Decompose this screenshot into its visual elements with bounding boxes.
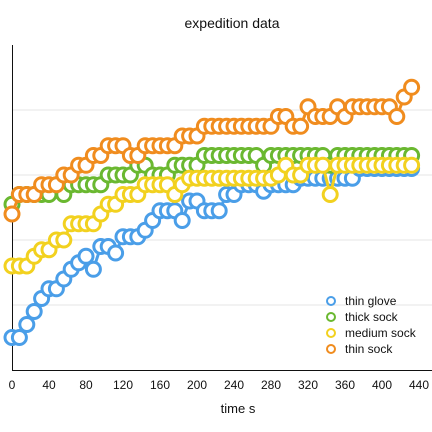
x-tick-label: 280 [261, 378, 281, 392]
data-point [10, 329, 28, 346]
data-point [77, 247, 95, 265]
data-point [403, 78, 421, 96]
data-point [321, 186, 339, 203]
x-tick-label: 80 [79, 378, 93, 392]
data-point [403, 156, 421, 174]
data-point [55, 231, 73, 249]
legend-marker [326, 344, 336, 354]
x-tick-label: 160 [150, 378, 170, 392]
legend-label: thick sock [345, 310, 399, 324]
x-axis-label: time s [221, 401, 256, 416]
legend-marker [326, 312, 336, 322]
data-point [210, 202, 228, 220]
data-point [25, 303, 43, 320]
data-point [292, 117, 310, 135]
legend-marker [326, 328, 336, 338]
x-tick-label: 40 [42, 378, 56, 392]
chart-title: expedition data [185, 15, 280, 31]
legend-label: thin sock [345, 342, 393, 356]
data-point [3, 205, 21, 223]
series-thin-sock [3, 78, 421, 223]
x-tick-label: 200 [187, 378, 207, 392]
data-point [388, 108, 406, 125]
x-tick-label: 440 [409, 378, 429, 392]
x-tick-label: 0 [9, 378, 16, 392]
legend-label: medium sock [345, 326, 417, 340]
legend-marker [326, 296, 336, 306]
x-tick-labels: 0 40 80 120 160 200 240 280 320 360 400 440 [9, 378, 430, 392]
x-tick-label: 120 [113, 378, 133, 392]
data-point [314, 156, 332, 174]
x-tick-label: 360 [335, 378, 355, 392]
legend-label: thin glove [345, 294, 397, 308]
data-point [84, 260, 102, 278]
series-layer [3, 78, 421, 346]
legend: thin glove thick sock medium sock thin sock [326, 294, 417, 356]
data-point [18, 316, 36, 333]
data-point [173, 212, 191, 229]
x-tick-label: 400 [372, 378, 392, 392]
data-point [107, 244, 125, 262]
x-tick-label: 240 [224, 378, 244, 392]
x-tick-label: 320 [298, 378, 318, 392]
series-medium-sock [3, 156, 421, 275]
